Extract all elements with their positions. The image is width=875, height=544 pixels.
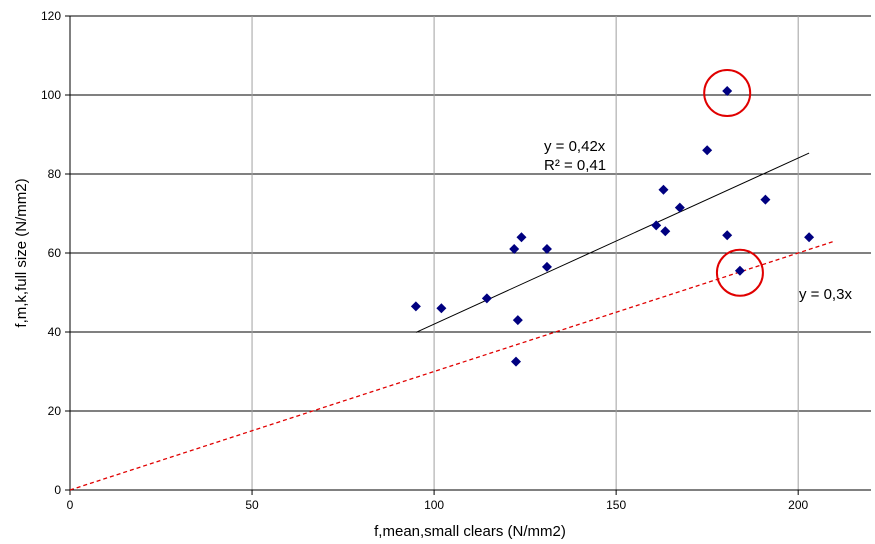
y-tick-label: 120 — [41, 9, 61, 23]
data-point — [541, 244, 552, 255]
data-point — [509, 244, 520, 255]
y-tick-label: 60 — [48, 246, 62, 260]
y-axis-title: f,m,k,full size (N/mm2) — [13, 178, 30, 327]
data-point — [660, 226, 671, 237]
data-point — [512, 315, 523, 326]
y-tick-label: 20 — [48, 404, 62, 418]
data-point — [541, 261, 552, 272]
y-tick-label: 100 — [41, 88, 61, 102]
x-tick-label: 150 — [606, 498, 626, 512]
data-point — [722, 86, 733, 97]
data-point — [674, 202, 685, 213]
data-point — [516, 232, 527, 243]
data-point — [760, 194, 771, 205]
highlight-circle — [703, 69, 752, 118]
data-point — [651, 220, 662, 231]
x-tick-label: 50 — [245, 498, 259, 512]
trendlines — [69, 152, 835, 491]
tick-labels: 0 20 40 60 80 100 120 0 50 100 150 200 — [41, 9, 809, 512]
trendline-equation-label: y = 0,42x — [544, 138, 606, 155]
data-points — [410, 86, 815, 367]
x-tick-label: 200 — [788, 498, 808, 512]
highlight-circle — [715, 248, 764, 297]
data-point — [481, 293, 492, 304]
regression-line — [415, 152, 810, 333]
x-tick-label: 100 — [424, 498, 444, 512]
x-axis-title: f,mean,small clears (N/mm2) — [374, 523, 566, 540]
data-point — [436, 303, 447, 314]
r-squared-label: R² = 0,41 — [544, 157, 606, 174]
data-point — [658, 184, 669, 195]
reference-line — [69, 240, 835, 491]
data-point — [722, 230, 733, 241]
y-tick-label: 80 — [48, 167, 62, 181]
x-tick-label: 0 — [67, 498, 74, 512]
y-tick-label: 40 — [48, 325, 62, 339]
data-point — [734, 265, 745, 276]
y-tick-label: 0 — [54, 483, 61, 497]
axes — [65, 15, 871, 495]
data-point — [511, 356, 522, 367]
data-point — [410, 301, 421, 312]
data-point — [804, 232, 815, 243]
data-point — [702, 145, 713, 156]
reference-line-label: y = 0,3x — [799, 286, 852, 303]
highlight-circles — [703, 69, 764, 297]
